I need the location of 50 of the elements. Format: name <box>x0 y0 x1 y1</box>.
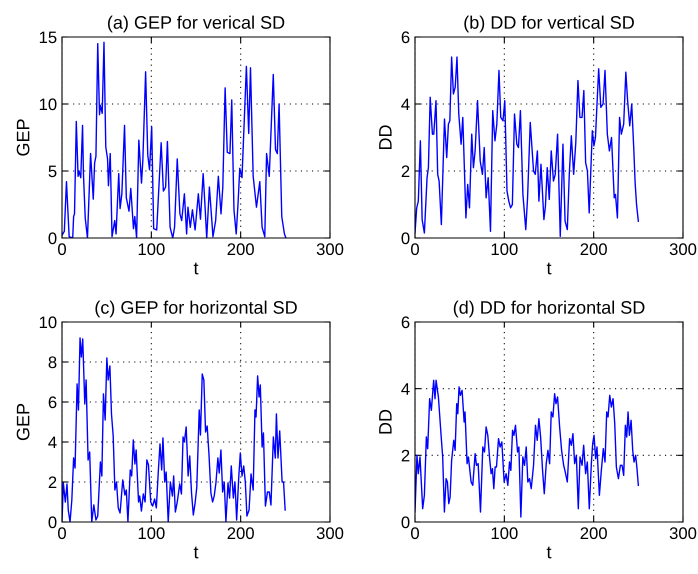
x-tick-label: 0 <box>411 527 419 540</box>
y-axis-title: GEP <box>16 119 30 156</box>
chart-title: (b) DD for vertical SD <box>464 16 634 32</box>
y-tick-label: 0 <box>402 516 410 528</box>
y-axis-title: DD <box>379 410 392 434</box>
x-tick-label: 100 <box>492 243 518 256</box>
y-axis-title: DD <box>379 125 392 150</box>
y-tick-label: 15 <box>40 32 56 44</box>
x-axis-title: t <box>546 546 552 558</box>
y-tick-label: 6 <box>402 31 410 44</box>
x-tick-label: 100 <box>492 527 518 540</box>
x-tick-label: 300 <box>316 527 344 540</box>
y-tick-label: 0 <box>48 232 56 244</box>
y-tick-label: 8 <box>48 356 56 368</box>
y-tick-label: 4 <box>401 383 410 395</box>
y-tick-label: 5 <box>48 166 56 178</box>
y-tick-label: 2 <box>402 450 410 462</box>
x-tick-label: 100 <box>138 243 165 256</box>
y-tick-label: 10 <box>40 98 56 110</box>
y-tick-label: 10 <box>40 316 56 328</box>
y-tick-label: 0 <box>48 516 56 528</box>
chart-title: (c) GEP for horizontal SD <box>95 300 297 318</box>
x-tick-label: 300 <box>316 243 344 256</box>
y-tick-label: 0 <box>402 232 410 244</box>
y-tick-label: 4 <box>401 98 410 110</box>
x-axis-title: t <box>194 262 198 274</box>
x-tick-label: 300 <box>670 527 696 540</box>
line-series <box>415 56 640 238</box>
y-tick-label: 6 <box>402 316 410 328</box>
x-tick-label: 200 <box>228 527 254 540</box>
x-axis-title: t <box>546 262 552 274</box>
x-tick-label: 100 <box>138 527 165 540</box>
chart-title: (d) DD for horizontal SD <box>454 300 644 318</box>
chart-title: (a) GEP for verical SD <box>108 16 284 32</box>
x-tick-label: 200 <box>580 527 607 540</box>
x-tick-label: 300 <box>670 243 696 256</box>
y-tick-label: 4 <box>48 436 57 448</box>
y-tick-label: 2 <box>48 476 56 488</box>
x-tick-label: 200 <box>228 243 254 256</box>
x-tick-label: 200 <box>580 243 607 256</box>
y-tick-label: 6 <box>48 396 56 408</box>
x-tick-label: 0 <box>58 243 66 256</box>
line-series <box>62 337 286 522</box>
line-series <box>62 42 287 238</box>
x-tick-label: 0 <box>411 243 419 256</box>
x-tick-label: 0 <box>58 527 66 540</box>
x-axis-title: t <box>194 546 198 558</box>
y-tick-label: 2 <box>402 165 410 178</box>
y-axis-title: GEP <box>16 404 30 440</box>
line-series <box>415 380 640 518</box>
